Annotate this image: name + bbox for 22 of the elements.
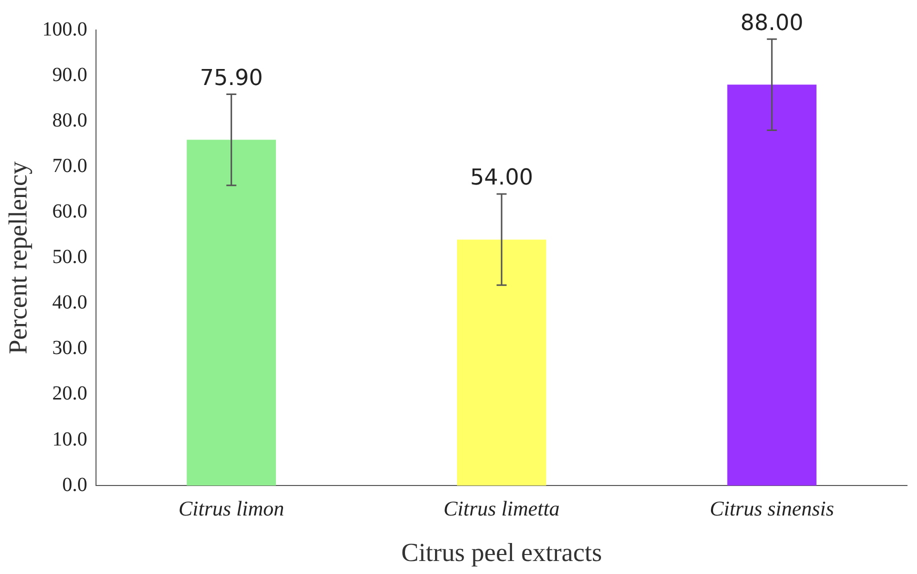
y-tick-label: 80.0 xyxy=(52,109,88,132)
y-tick-label: 50.0 xyxy=(52,246,88,268)
x-tick-label: Citrus sinensis xyxy=(710,496,834,521)
y-tick-label: 0.0 xyxy=(62,474,88,496)
y-tick-label: 100.0 xyxy=(42,18,88,40)
y-tick-label: 60.0 xyxy=(52,200,88,222)
bar xyxy=(186,140,276,486)
x-tick-label: Citrus limon xyxy=(178,496,284,521)
data-label: 88.00 xyxy=(740,10,804,36)
x-tick-label: Citrus limetta xyxy=(444,496,560,521)
x-axis-title: Citrus peel extracts xyxy=(401,538,602,568)
y-tick-label: 10.0 xyxy=(52,428,88,450)
y-tick-label: 20.0 xyxy=(52,382,88,405)
bar xyxy=(727,84,816,486)
y-tick-label: 40.0 xyxy=(52,292,88,314)
y-tick-label: 90.0 xyxy=(52,64,88,86)
data-label: 54.00 xyxy=(470,166,534,191)
y-axis-title: Percent repellency xyxy=(3,161,32,354)
bar xyxy=(457,240,546,486)
data-label: 75.90 xyxy=(200,66,263,91)
y-tick-label: 70.0 xyxy=(52,154,88,177)
y-tick-label: 30.0 xyxy=(52,337,88,360)
